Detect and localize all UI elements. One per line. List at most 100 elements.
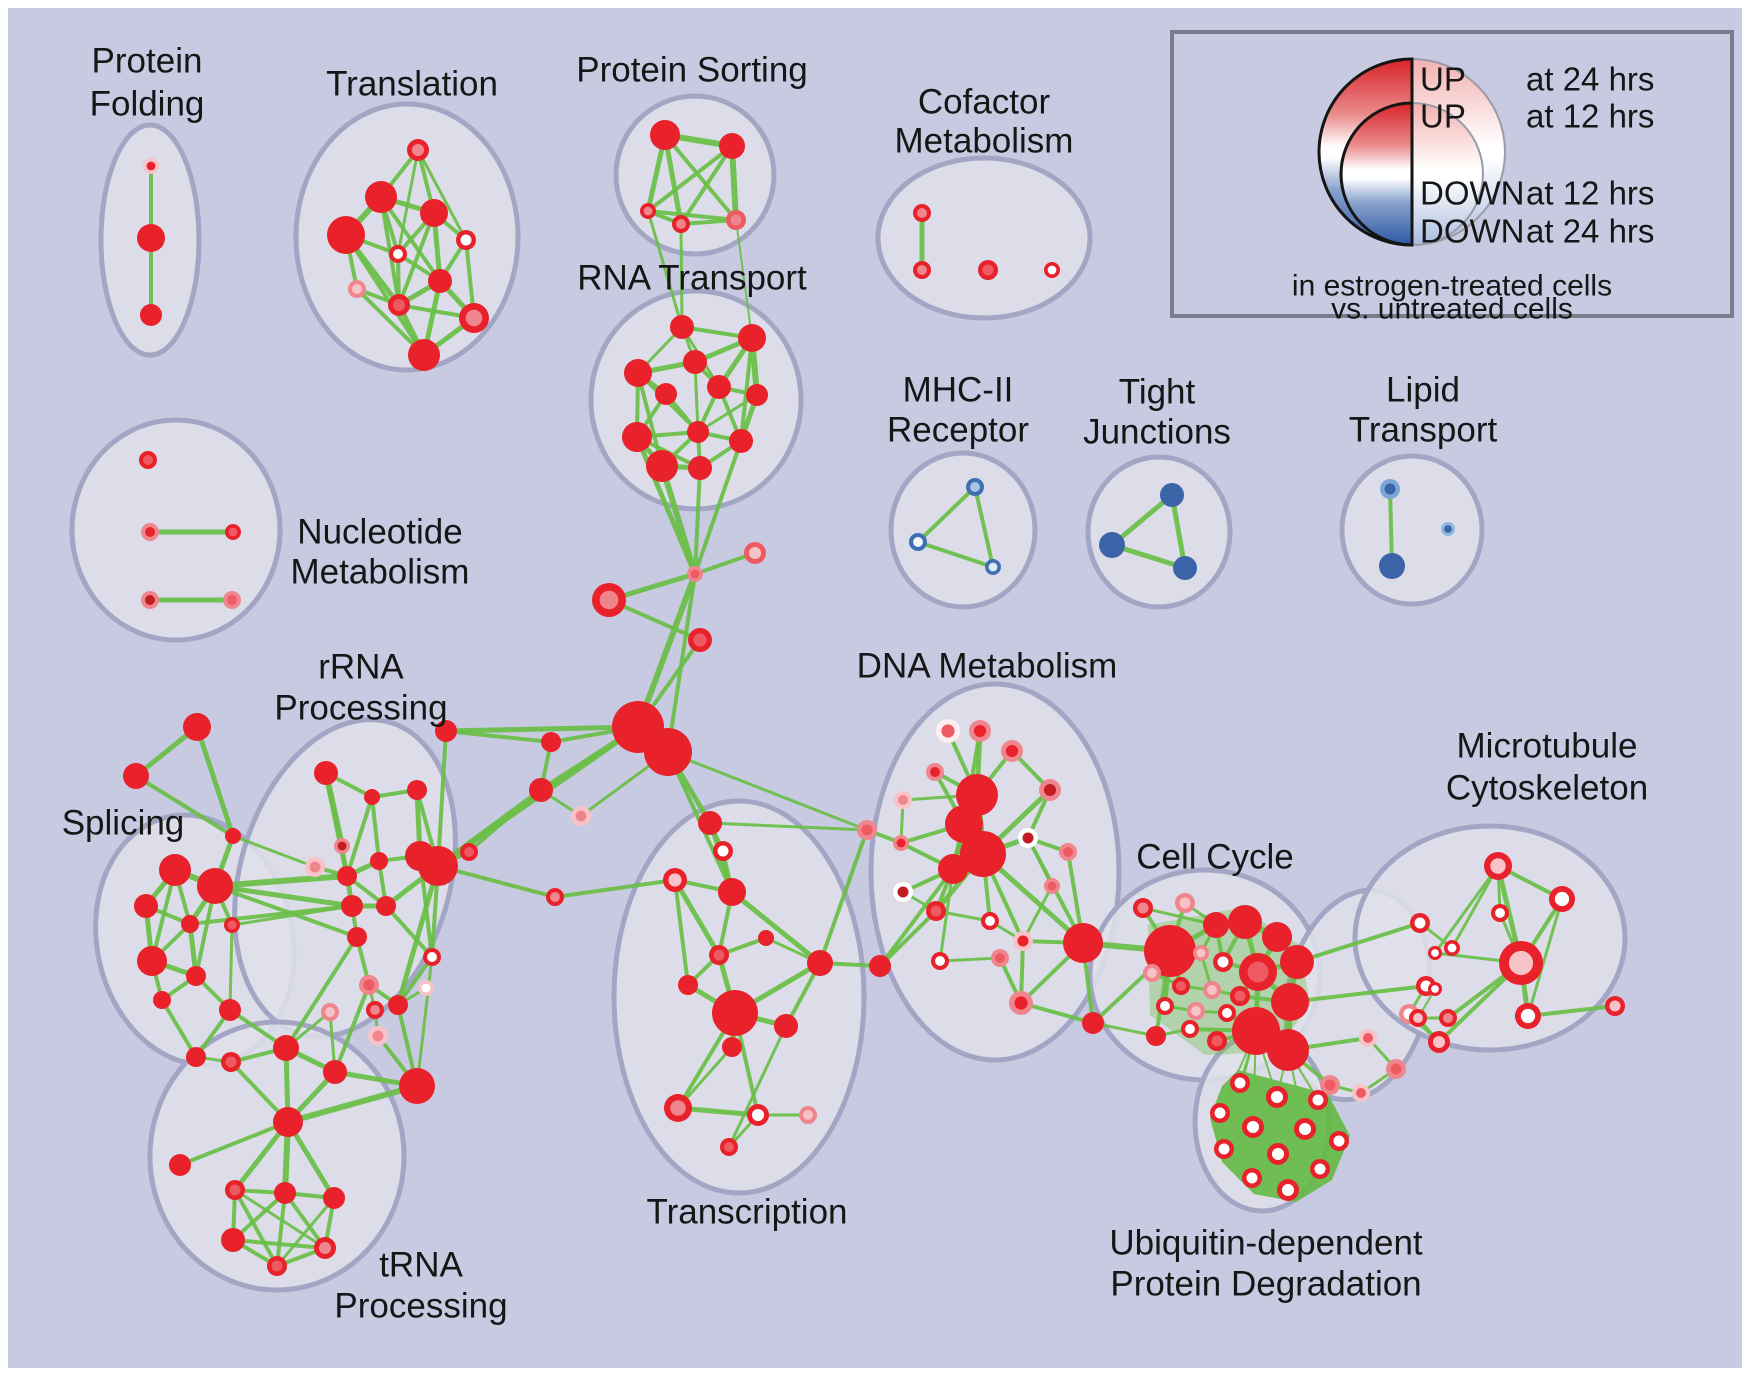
edge-rr2-rr6 <box>345 795 374 878</box>
node-center-mt2 <box>1554 891 1570 907</box>
node-center-mt7 <box>1413 1013 1423 1023</box>
node-tc10 <box>712 990 758 1036</box>
legend-circle-right-half <box>1411 101 1484 247</box>
edge-tn9-tn13 <box>233 1188 327 1250</box>
node-center-cf3 <box>982 264 994 276</box>
node-rr9 <box>418 846 458 886</box>
node-center-dn3 <box>1005 744 1019 758</box>
node-center-lp1 <box>1384 483 1396 495</box>
edge-tl3-tl9 <box>397 211 436 307</box>
edge-mh1-mh3 <box>973 485 995 569</box>
node-center-mh1 <box>970 482 980 492</box>
cluster-label-mhc-ii-receptor-line0: MHC-II <box>903 371 1014 410</box>
edge-tc3-tc7 <box>672 877 722 958</box>
node-rt2 <box>738 324 766 352</box>
edge-rt10-in2 <box>693 439 743 576</box>
node-center-mo5 <box>1432 1035 1446 1049</box>
cluster-label-protein-folding-line1: Folding <box>90 85 205 124</box>
legend-caption-line1: vs. untreated cells <box>1331 293 1573 326</box>
node-center-mt6 <box>1431 985 1439 993</box>
node-center-mt8 <box>1443 1013 1453 1023</box>
edge-ps1-ps5 <box>663 133 738 222</box>
edge-tc3-tc8 <box>673 878 690 987</box>
node-rt10 <box>729 429 753 453</box>
edge-rr14-tn6 <box>415 955 434 1088</box>
edge-ps4-rt1 <box>679 222 684 329</box>
node-center-ub3 <box>1312 1094 1324 1106</box>
cluster-label-lipid-transport-line0: Lipid <box>1386 371 1460 410</box>
node-center-tn15 <box>325 1007 335 1017</box>
cluster-label-cofactor-metabolism-line1: Metabolism <box>895 122 1074 161</box>
cluster-label-microtubule-cytoskeleton-line1: Cytoskeleton <box>1446 769 1648 808</box>
node-center-cc3 <box>1179 897 1191 909</box>
cluster-label-rna-transport-line0: RNA Transport <box>577 259 807 298</box>
node-center-tc2 <box>717 845 729 857</box>
node-tl3 <box>420 199 448 227</box>
node-cc15 <box>1271 983 1309 1021</box>
node-tn7 <box>273 1107 303 1137</box>
node-center-dn10 <box>861 824 873 836</box>
node-center-im4 <box>464 847 474 857</box>
edge-spa-spc <box>194 724 236 839</box>
edge-tn9-tn14 <box>233 1188 279 1268</box>
cluster-label-nucleotide-metabolism-line0: Nucleotide <box>297 513 462 552</box>
node-center-nm4 <box>145 595 155 605</box>
edge-rr9-rr16 <box>395 863 441 1008</box>
cluster-label-tight-junctions-line1: Junctions <box>1083 413 1231 452</box>
node-cc10 <box>1280 945 1314 979</box>
node-rt11 <box>646 450 678 482</box>
node-center-tl5 <box>460 234 472 246</box>
node-center-dn21 <box>995 953 1005 963</box>
node-center-tc16 <box>724 1142 734 1152</box>
edge-rr2-rr7 <box>370 795 381 863</box>
node-center-pf1 <box>146 161 156 171</box>
edge-tc5-tc9 <box>729 889 823 966</box>
node-center-ub5 <box>1246 1120 1260 1134</box>
node-cc1 <box>1144 925 1196 977</box>
node-center-mt4 <box>1431 949 1439 957</box>
cluster-label-translation-line0: Translation <box>326 65 498 104</box>
node-center-tc15 <box>803 1110 813 1120</box>
node-rt4 <box>683 350 707 374</box>
node-center-cc23 <box>1211 1035 1223 1047</box>
node-center-ps5 <box>730 214 742 226</box>
node-spb <box>123 763 149 789</box>
node-tc8 <box>678 975 698 995</box>
cluster-ellipse-trna-processing <box>147 1019 407 1293</box>
cluster-ellipse-mhc-ii-receptor <box>888 450 1038 610</box>
node-tj3 <box>1173 556 1197 580</box>
node-ps2 <box>719 133 745 159</box>
node-center-ub10 <box>1314 1163 1326 1175</box>
node-center-ub7 <box>1333 1135 1345 1147</box>
edge-dn23-dn12 <box>878 867 955 968</box>
cluster-label-rrna-processing-line0: rRNA <box>318 648 404 687</box>
cluster-label-mhc-ii-receptor-line1: Receptor <box>887 411 1029 450</box>
node-center-dn19 <box>1017 935 1029 947</box>
cluster-label-tight-junctions-line0: Tight <box>1119 373 1196 412</box>
node-rr3 <box>407 780 427 800</box>
node-rt3 <box>624 359 652 387</box>
node-rr7 <box>370 852 388 870</box>
node-rt7 <box>655 383 677 405</box>
node-center-tc3 <box>668 873 682 887</box>
node-center-ub1 <box>1234 1077 1246 1089</box>
node-cc19 <box>1146 1026 1166 1046</box>
node-center-tl10 <box>465 309 483 327</box>
edge-rt2-rt10 <box>739 336 754 443</box>
legend-time-label: at 24 hrs <box>1526 213 1654 250</box>
node-sp8 <box>153 991 171 1009</box>
edge-im4-im2 <box>467 788 543 854</box>
node-center-mh2 <box>913 537 923 547</box>
node-center-ub12 <box>1281 1183 1295 1197</box>
edge-spc-rr5 <box>231 834 317 869</box>
node-center-cc13 <box>1207 985 1217 995</box>
edge-dn17-dn19 <box>1021 884 1054 943</box>
edge-cc15-mo3 <box>1288 984 1428 1004</box>
node-tc11 <box>774 1014 798 1038</box>
edge-ps2-ps4 <box>679 144 734 226</box>
edge-dn10-tc9 <box>818 828 869 965</box>
cluster-label-microtubule-cytoskeleton-line0: Microtubule <box>1457 727 1638 766</box>
